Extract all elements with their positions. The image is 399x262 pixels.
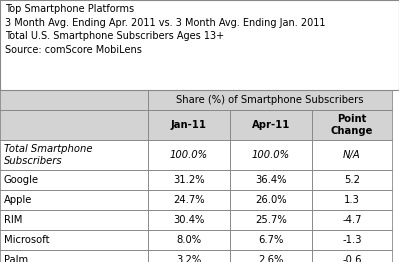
- Bar: [148, 210, 230, 230]
- Bar: [312, 140, 392, 170]
- Bar: [148, 230, 230, 250]
- Bar: [0, 170, 148, 190]
- Text: -1.3: -1.3: [342, 235, 362, 245]
- Bar: [230, 190, 312, 210]
- Bar: [148, 250, 230, 262]
- Text: Apple: Apple: [4, 195, 32, 205]
- Bar: [0, 0, 399, 90]
- Bar: [148, 170, 230, 190]
- Bar: [148, 190, 230, 210]
- Text: 8.0%: 8.0%: [176, 235, 201, 245]
- Bar: [0, 110, 148, 140]
- Text: 36.4%: 36.4%: [255, 175, 287, 185]
- Bar: [230, 210, 312, 230]
- Text: 2.6%: 2.6%: [258, 255, 284, 262]
- Bar: [312, 110, 392, 140]
- Bar: [312, 230, 392, 250]
- Text: RIM: RIM: [4, 215, 22, 225]
- Text: 3.2%: 3.2%: [176, 255, 201, 262]
- Bar: [0, 140, 148, 170]
- Text: -0.6: -0.6: [342, 255, 362, 262]
- Bar: [230, 110, 312, 140]
- Text: 25.7%: 25.7%: [255, 215, 287, 225]
- Bar: [148, 140, 230, 170]
- Text: 6.7%: 6.7%: [258, 235, 284, 245]
- Text: Google: Google: [4, 175, 39, 185]
- Bar: [230, 250, 312, 262]
- Bar: [230, 140, 312, 170]
- Text: 24.7%: 24.7%: [173, 195, 205, 205]
- Bar: [312, 210, 392, 230]
- Text: Apr-11: Apr-11: [252, 120, 290, 130]
- Text: 30.4%: 30.4%: [173, 215, 205, 225]
- Bar: [312, 250, 392, 262]
- Bar: [0, 190, 148, 210]
- Bar: [0, 230, 148, 250]
- Text: N/A: N/A: [343, 150, 361, 160]
- Bar: [230, 170, 312, 190]
- Text: Point
Change: Point Change: [331, 114, 373, 136]
- Text: -4.7: -4.7: [342, 215, 362, 225]
- Bar: [148, 110, 230, 140]
- Text: Microsoft: Microsoft: [4, 235, 49, 245]
- Text: Top Smartphone Platforms
3 Month Avg. Ending Apr. 2011 vs. 3 Month Avg. Ending J: Top Smartphone Platforms 3 Month Avg. En…: [5, 4, 326, 55]
- Text: Palm: Palm: [4, 255, 28, 262]
- Bar: [312, 170, 392, 190]
- Text: 26.0%: 26.0%: [255, 195, 287, 205]
- Text: 100.0%: 100.0%: [252, 150, 290, 160]
- Bar: [0, 90, 148, 110]
- Text: 31.2%: 31.2%: [173, 175, 205, 185]
- Text: Total Smartphone
Subscribers: Total Smartphone Subscribers: [4, 144, 93, 166]
- Text: 5.2: 5.2: [344, 175, 360, 185]
- Bar: [230, 230, 312, 250]
- Bar: [0, 210, 148, 230]
- Bar: [148, 90, 392, 110]
- Bar: [312, 190, 392, 210]
- Text: Share (%) of Smartphone Subscribers: Share (%) of Smartphone Subscribers: [176, 95, 364, 105]
- Bar: [0, 250, 148, 262]
- Text: Jan-11: Jan-11: [171, 120, 207, 130]
- Text: 1.3: 1.3: [344, 195, 360, 205]
- Text: 100.0%: 100.0%: [170, 150, 208, 160]
